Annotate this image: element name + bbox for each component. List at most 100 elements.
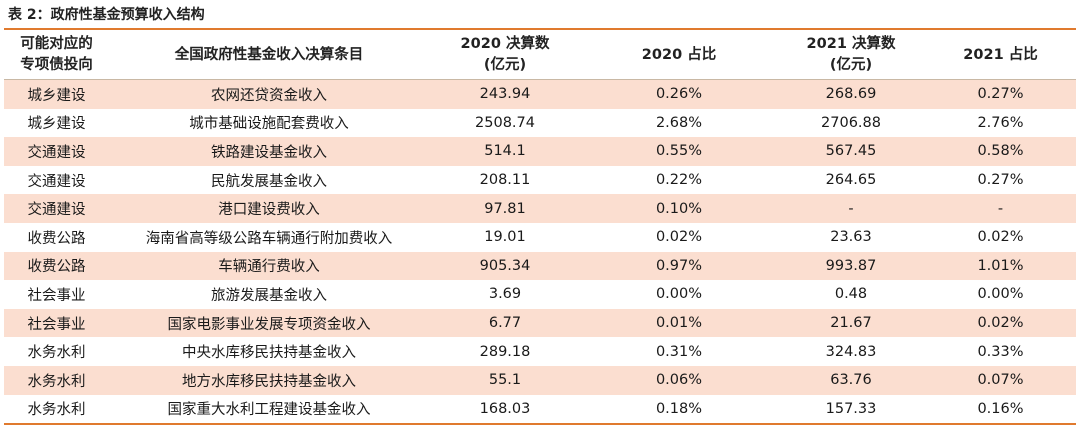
cell-2020-share: 0.18% [655, 400, 703, 417]
cell-2021-share: - [925, 194, 1076, 223]
cell-2021-value: 157.33 [825, 400, 877, 417]
cell-2021-share: 2.76% [977, 114, 1024, 131]
cell-2020-value: 6.77 [429, 308, 581, 338]
header-row: 可能对应的 专项债投向 全国政府性基金收入决算条目 2020 决算数 (亿元) … [4, 31, 1076, 80]
header-2021-value-unit: (亿元) [829, 57, 873, 73]
header-2021-value: 2021 决算数 (亿元) [777, 31, 925, 80]
cell-2020-share: 0.26% [581, 79, 777, 109]
table-row: 社会事业 国家电影事业发展专项资金收入 6.77 0.01% 21.67 0.02% [4, 308, 1076, 338]
header-item: 全国政府性基金收入决算条目 [174, 46, 364, 63]
cell-2020-value: 168.03 [479, 400, 531, 417]
cell-direction: 水务水利 [27, 345, 86, 362]
cell-direction: 水务水利 [4, 365, 109, 395]
budget-table: 可能对应的 专项债投向 全国政府性基金收入决算条目 2020 决算数 (亿元) … [4, 31, 1076, 425]
table-row: 城乡建设 城市基础设施配套费收入 2508.74 2.68% 2706.88 2.76% [4, 109, 1076, 138]
cell-direction: 社会事业 [27, 287, 86, 304]
top-rule [4, 28, 1076, 30]
cell-2020-share: 0.55% [581, 137, 777, 166]
cell-2020-value: 905.34 [429, 251, 581, 281]
cell-2021-share: 0.58% [925, 137, 1076, 166]
cell-direction: 交通建设 [4, 137, 109, 166]
cell-2021-value: 264.65 [825, 172, 877, 189]
header-2020-value: 2020 决算数 (亿元) [429, 31, 581, 80]
header-direction: 可能对应的 专项债投向 [4, 31, 109, 80]
cell-item: 城市基础设施配套费收入 [189, 116, 349, 133]
cell-2021-share: 0.02% [977, 229, 1024, 246]
header-2020-value-line1: 2020 决算数 [460, 36, 550, 52]
cell-2020-value: 55.1 [429, 365, 581, 395]
cell-2020-value: 208.11 [479, 172, 531, 189]
header-2020-share: 2020 占比 [641, 46, 717, 63]
cell-item: 民航发展基金收入 [211, 173, 327, 190]
cell-2020-value: 3.69 [488, 286, 522, 303]
cell-2020-share: 0.00% [655, 286, 703, 303]
cell-2021-value: 567.45 [777, 137, 925, 166]
table-row: 社会事业 旅游发展基金收入 3.69 0.00% 0.48 0.00% [4, 280, 1076, 309]
cell-2021-value: 268.69 [777, 79, 925, 109]
cell-2021-share: 0.27% [925, 79, 1076, 109]
cell-item: 国家重大水利工程建设基金收入 [167, 402, 371, 419]
cell-direction: 交通建设 [27, 173, 86, 190]
cell-direction: 收费公路 [27, 230, 86, 247]
table-row: 城乡建设 农网还贷资金收入 243.94 0.26% 268.69 0.27% [4, 79, 1076, 109]
cell-2020-value: 19.01 [484, 229, 526, 246]
cell-item: 地方水库移民扶持基金收入 [109, 365, 429, 395]
header-direction-line2: 专项债投向 [20, 57, 93, 73]
table-row: 交通建设 铁路建设基金收入 514.1 0.55% 567.45 0.58% [4, 137, 1076, 166]
cell-2020-share: 0.06% [581, 365, 777, 395]
cell-2020-share: 2.68% [655, 114, 703, 131]
cell-2021-value: 0.48 [834, 286, 868, 303]
cell-2021-value: 324.83 [825, 343, 877, 360]
cell-item: 车辆通行费收入 [109, 251, 429, 281]
table-row: 水务水利 地方水库移民扶持基金收入 55.1 0.06% 63.76 0.07% [4, 365, 1076, 395]
cell-2020-value: 243.94 [429, 79, 581, 109]
cell-direction: 收费公路 [4, 251, 109, 281]
cell-2020-value: 289.18 [479, 343, 531, 360]
cell-2020-value: 2508.74 [475, 114, 535, 131]
cell-2021-value: 993.87 [777, 251, 925, 281]
cell-2021-share: 0.07% [925, 365, 1076, 395]
cell-2021-share: 0.16% [977, 400, 1024, 417]
cell-item: 国家电影事业发展专项资金收入 [109, 308, 429, 338]
table-row: 收费公路 车辆通行费收入 905.34 0.97% 993.87 1.01% [4, 251, 1076, 281]
table-body: 城乡建设 农网还贷资金收入 243.94 0.26% 268.69 0.27% 城乡建设 城市… [4, 79, 1076, 425]
cell-item: 铁路建设基金收入 [109, 137, 429, 166]
table-row: 水务水利 中央水库移民扶持基金收入 289.18 0.31% 324.83 0.33% [4, 337, 1076, 366]
cell-2021-value: 63.76 [777, 365, 925, 395]
cell-2020-share: 0.31% [655, 343, 703, 360]
cell-direction: 城乡建设 [27, 116, 86, 133]
table-row: 交通建设 民航发展基金收入 208.11 0.22% 264.65 0.27% [4, 166, 1076, 195]
cell-2021-share: 0.00% [977, 286, 1024, 303]
cell-direction: 社会事业 [4, 308, 109, 338]
cell-direction: 水务水利 [27, 402, 86, 419]
cell-2020-share: 0.22% [655, 172, 703, 189]
cell-2020-share: 0.02% [655, 229, 703, 246]
header-direction-line1: 可能对应的 [20, 36, 93, 52]
cell-2021-share: 0.02% [925, 308, 1076, 338]
table-row: 交通建设 港口建设费收入 97.81 0.10% - - [4, 194, 1076, 223]
cell-item: 中央水库移民扶持基金收入 [182, 345, 356, 362]
cell-2021-value: 23.63 [830, 229, 872, 246]
cell-direction: 城乡建设 [4, 79, 109, 109]
cell-2020-share: 0.10% [581, 194, 777, 223]
table-caption: 表 2：政府性基金预算收入结构 [8, 7, 205, 23]
cell-item: 农网还贷资金收入 [109, 79, 429, 109]
cell-item: 旅游发展基金收入 [211, 287, 327, 304]
cell-2020-value: 514.1 [429, 137, 581, 166]
header-2021-share: 2021 占比 [963, 46, 1038, 63]
header-2020-value-unit: (亿元) [483, 57, 527, 73]
cell-2021-share: 0.33% [977, 343, 1024, 360]
table-row: 收费公路 海南省高等级公路车辆通行附加费收入 19.01 0.02% 23.63 0.02… [4, 223, 1076, 252]
cell-item: 港口建设费收入 [109, 194, 429, 223]
cell-item: 海南省高等级公路车辆通行附加费收入 [145, 230, 393, 247]
cell-2020-share: 0.97% [581, 251, 777, 281]
cell-2021-value: - [777, 194, 925, 223]
cell-2020-share: 0.01% [581, 308, 777, 338]
cell-2021-share: 1.01% [925, 251, 1076, 281]
cell-2021-value: 21.67 [777, 308, 925, 338]
table-row: 水务水利 国家重大水利工程建设基金收入 168.03 0.18% 157.33 0.16% [4, 395, 1076, 425]
cell-2021-share: 0.27% [977, 172, 1024, 189]
cell-2021-value: 2706.88 [821, 114, 881, 131]
cell-2020-value: 97.81 [429, 194, 581, 223]
cell-direction: 交通建设 [4, 194, 109, 223]
